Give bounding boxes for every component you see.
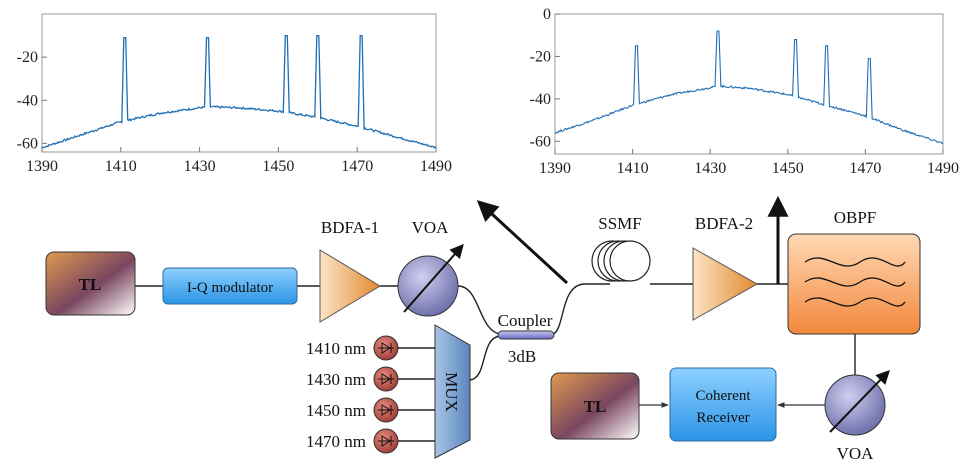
laser-diode-2: [373, 366, 399, 392]
voa-bottom-label: VOA: [837, 444, 875, 463]
tl-top-label: TL: [79, 275, 102, 294]
coherent-receiver-box: [669, 367, 777, 442]
obpf-filter-box: [787, 233, 921, 335]
y-tick-label: -20: [17, 49, 38, 66]
fiber-voa-to-coupler: [457, 285, 501, 335]
wavelength-label-3: 1450 nm: [306, 401, 366, 420]
chart-2-spectrum-line: [554, 30, 944, 145]
x-tick-label: 1430: [184, 158, 216, 175]
bdfa1-label: BDFA-1: [321, 218, 379, 237]
voa-bottom-arrow: [829, 369, 890, 433]
tunable-laser-top: [45, 251, 136, 316]
x-tick-label: 1450: [262, 158, 294, 175]
x-tick-label: 1490: [927, 160, 959, 177]
wavelength-label-4: 1470 nm: [306, 432, 366, 451]
obpf-wave-icon: [804, 257, 906, 307]
diode-icon: [378, 373, 394, 385]
tap-arrow-to-chart-1: [476, 200, 569, 285]
bdfa1-amplifier: [319, 249, 381, 323]
spectrum-chart-1: 1390 1410 1430 1450 1470 1490 -20 -40 -60: [17, 13, 452, 175]
wavelength-label-1: 1410 nm: [306, 339, 366, 358]
diode-icon: [378, 404, 394, 416]
fiber-mux-to-coupler: [469, 335, 501, 381]
x-tick-label: 1410: [617, 160, 649, 177]
chart-1-ticks: 1390 1410 1430 1450 1470 1490 -20 -40 -60: [17, 49, 452, 175]
y-tick-label: -20: [530, 48, 551, 65]
diode-icon: [378, 435, 394, 447]
coupler-3db: [497, 330, 555, 340]
spectrum-chart-2: 1390 1410 1430 1450 1470 1490 0 -20 -40 -60: [530, 6, 959, 177]
y-tick-label: -60: [17, 135, 38, 152]
chart-1-spectrum-line: [41, 34, 437, 149]
y-tick-label: -40: [17, 92, 38, 109]
y-tick-label: 0: [543, 6, 551, 23]
x-tick-label: 1470: [341, 158, 373, 175]
tl-bottom-label: TL: [584, 397, 607, 416]
voa-top-arrow: [403, 243, 464, 313]
ssmf-fiber-spool: [591, 240, 651, 282]
iq-modulator-label: I-Q modulator: [187, 280, 273, 296]
x-tick-label: 1390: [26, 158, 58, 175]
laser-diode-1: [373, 335, 399, 361]
voa-top-label: VOA: [412, 218, 450, 237]
y-tick-label: -40: [530, 91, 551, 108]
x-tick-label: 1410: [105, 158, 137, 175]
coupler-ratio-label: 3dB: [508, 347, 536, 366]
x-tick-label: 1430: [694, 160, 726, 177]
fiber-connections: [135, 283, 856, 442]
x-tick-label: 1470: [849, 160, 881, 177]
chart-1-frame: [41, 13, 437, 153]
y-tick-label: -60: [530, 133, 551, 150]
coherent-receiver-label-line2: Receiver: [696, 410, 749, 426]
laser-diode-3: [373, 397, 399, 423]
mux-label: MUX: [442, 372, 461, 412]
coupler-label: Coupler: [498, 311, 553, 330]
x-tick-label: 1490: [420, 158, 452, 175]
tunable-laser-bottom: [550, 372, 640, 440]
laser-diode-4: [373, 428, 399, 454]
obpf-label: OBPF: [834, 208, 877, 227]
chart-2-frame: [554, 13, 944, 155]
x-tick-label: 1450: [772, 160, 804, 177]
bdfa2-amplifier: [692, 247, 759, 321]
bdfa2-label: BDFA-2: [695, 214, 753, 233]
diode-icon: [378, 342, 394, 354]
iq-modulator-box: [162, 267, 298, 305]
ssmf-label: SSMF: [598, 214, 641, 233]
mux-block: [434, 324, 471, 459]
wavelength-label-2: 1430 nm: [306, 370, 366, 389]
x-tick-label: 1390: [539, 160, 571, 177]
coherent-receiver-label-line1: Coherent: [696, 388, 752, 404]
fiber-coupler-to-ssmf: [552, 283, 610, 335]
chart-2-ticks: 1390 1410 1430 1450 1470 1490 0 -20 -40 -60: [530, 6, 959, 177]
